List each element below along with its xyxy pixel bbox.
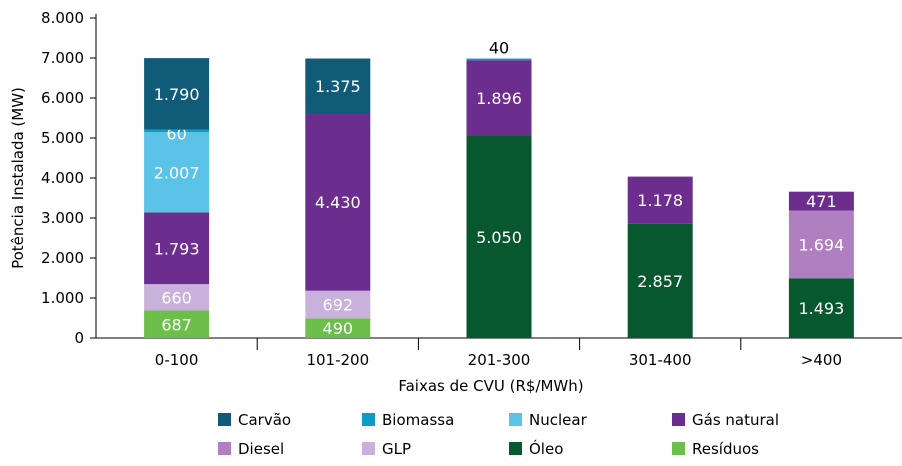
bar-segment xyxy=(627,176,693,224)
bar-segment xyxy=(305,290,371,319)
x-tick-label: >400 xyxy=(801,351,842,369)
data-label: 471 xyxy=(806,192,837,211)
data-label: 692 xyxy=(323,296,354,315)
legend-swatch xyxy=(509,442,522,455)
bar-segment xyxy=(466,60,532,136)
legend-label: Diesel xyxy=(238,440,284,458)
legend-swatch xyxy=(218,413,231,426)
data-label: 660 xyxy=(161,288,192,307)
bar-segment xyxy=(144,284,210,311)
legend-label: Nuclear xyxy=(529,411,588,429)
bar-segment xyxy=(305,58,371,114)
data-label: 1.896 xyxy=(476,89,522,108)
legend-label: Resíduos xyxy=(692,440,759,458)
y-tick-label: 5.000 xyxy=(41,129,84,147)
data-label: 2.857 xyxy=(637,272,683,291)
bar-segment xyxy=(788,210,854,279)
y-tick-label: 4.000 xyxy=(41,169,84,187)
data-label: 1.694 xyxy=(798,235,844,254)
y-tick-label: 6.000 xyxy=(41,89,84,107)
bar-segment xyxy=(788,191,854,211)
bar-segment xyxy=(144,212,210,285)
bar-segment xyxy=(305,318,371,338)
y-tick-label: 1.000 xyxy=(41,289,84,307)
bar-segment xyxy=(144,129,210,133)
x-tick-label: 101-200 xyxy=(306,351,369,369)
y-tick-label: 3.000 xyxy=(41,209,84,227)
y-tick-label: 2.000 xyxy=(41,249,84,267)
legend-label: Óleo xyxy=(529,439,563,458)
y-tick-label: 0 xyxy=(74,329,84,347)
y-axis-title: Potência Instalada (MW) xyxy=(9,87,27,269)
data-label: 490 xyxy=(323,319,354,338)
x-tick-label: 0-100 xyxy=(155,351,199,369)
x-tick-label: 301-400 xyxy=(629,351,692,369)
data-label: 1.178 xyxy=(637,191,683,210)
bar-segment xyxy=(627,223,693,338)
bar-segment xyxy=(788,278,854,338)
legend-label: Carvão xyxy=(238,411,291,429)
data-label: 1.793 xyxy=(154,239,200,258)
legend-label: Biomassa xyxy=(382,411,454,429)
data-label: 4.430 xyxy=(315,193,361,212)
legend-label: Gás natural xyxy=(692,411,779,429)
data-label: 687 xyxy=(161,315,192,334)
y-tick-label: 8.000 xyxy=(41,9,84,27)
data-label: 1.493 xyxy=(798,299,844,318)
legend-label: GLP xyxy=(382,440,411,458)
bar-segment xyxy=(144,132,210,213)
legend-swatch xyxy=(362,413,375,426)
legend-swatch xyxy=(672,442,685,455)
x-tick-label: 201-300 xyxy=(468,351,531,369)
data-label: 5.050 xyxy=(476,228,522,247)
data-label: 1.375 xyxy=(315,77,361,96)
x-axis-title: Faixas de CVU (R$/MWh) xyxy=(398,377,583,395)
legend-swatch xyxy=(509,413,522,426)
y-tick-label: 7.000 xyxy=(41,49,84,67)
legend-swatch xyxy=(362,442,375,455)
data-label: 40 xyxy=(489,39,509,58)
legend-swatch xyxy=(672,413,685,426)
legend-swatch xyxy=(218,442,231,455)
data-label: 2.007 xyxy=(154,163,200,182)
bar-segment xyxy=(144,310,210,338)
bar-segment xyxy=(466,136,532,338)
bar-segment xyxy=(144,58,210,130)
bar-segment xyxy=(305,113,371,291)
data-label: 1.790 xyxy=(154,85,200,104)
bar-segment xyxy=(466,58,532,61)
